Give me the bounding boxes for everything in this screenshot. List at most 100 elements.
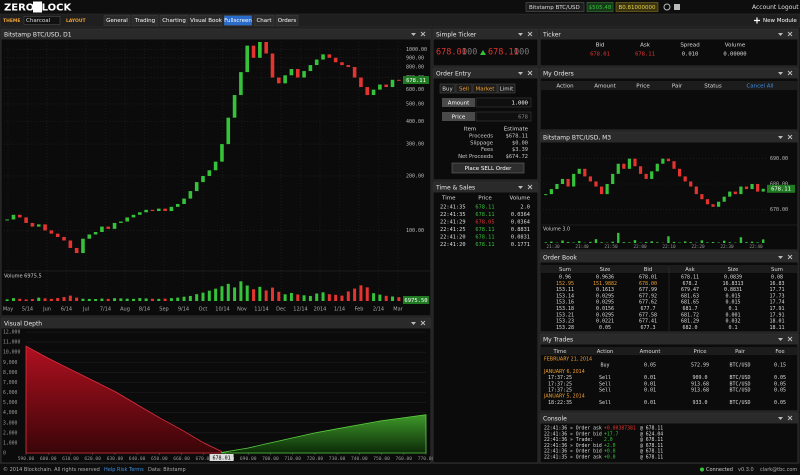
panel-title: Time & Sales: [435, 184, 475, 191]
footer-link[interactable]: Help: [104, 467, 115, 473]
column-header: Sum: [771, 267, 783, 273]
cancel-all[interactable]: Cancel All: [746, 83, 774, 89]
lock-icon[interactable]: [674, 4, 680, 10]
panel-close-icon[interactable]: [787, 134, 793, 140]
x-tick-label: 21:30: [546, 244, 560, 250]
header-link[interactable]: Logout: [778, 4, 799, 11]
order-toggle[interactable]: [455, 83, 473, 94]
panel-menu-icon[interactable]: [778, 417, 783, 420]
console-amount: +0.0: [604, 449, 616, 455]
estimate-value: $674.72: [506, 154, 528, 160]
tab-label[interactable]: Charting: [162, 18, 186, 24]
panel-menu-icon[interactable]: [518, 72, 523, 75]
volume-bar: [340, 295, 344, 301]
candle: [583, 168, 587, 177]
candle: [213, 161, 218, 171]
order-toggle-label[interactable]: Sell: [459, 86, 469, 92]
theme-select-label[interactable]: Charcoal: [26, 18, 51, 24]
data-source: Data: Bitstamp: [148, 467, 186, 473]
amount-input[interactable]: [475, 97, 532, 108]
market-select[interactable]: [525, 2, 585, 12]
panel-menu-icon[interactable]: [518, 33, 523, 36]
volume-bar: [252, 289, 256, 301]
panel-close-icon[interactable]: [787, 415, 793, 421]
panel-close-icon[interactable]: [787, 336, 793, 342]
volume-bar: [628, 242, 631, 243]
trade-cell: 0.05: [774, 375, 786, 381]
order-toggle[interactable]: [497, 83, 516, 94]
panel-menu-icon[interactable]: [518, 186, 523, 189]
market-select-label[interactable]: Bitstamp BTC/USD: [529, 5, 580, 11]
submit-label[interactable]: Place SELL Order: [465, 166, 513, 172]
tab-button[interactable]: [275, 15, 299, 26]
tab-button[interactable]: [189, 15, 223, 26]
panel-close-icon[interactable]: [787, 70, 793, 76]
order-toggle[interactable]: [439, 83, 456, 94]
tab-label[interactable]: Visual Book: [190, 18, 223, 24]
candle: [744, 186, 749, 190]
theme-select[interactable]: [23, 16, 61, 25]
tab-button[interactable]: [103, 15, 131, 26]
panel-header: [1, 318, 431, 329]
candle: [544, 194, 548, 196]
footer-link[interactable]: Risk: [117, 467, 127, 473]
tab-button[interactable]: [253, 15, 275, 26]
settings-icon[interactable]: [663, 3, 671, 11]
panel-menu-icon[interactable]: [411, 33, 416, 36]
volume-bar: [561, 240, 564, 243]
panel-header: [540, 334, 798, 345]
trade-price: 678.05: [475, 220, 494, 226]
tab-button[interactable]: [159, 15, 189, 26]
column-header: Item: [464, 127, 477, 133]
tab-label[interactable]: Trading: [134, 18, 155, 24]
header-link[interactable]: Account: [752, 4, 777, 11]
volume-bar: [359, 285, 363, 301]
panel-menu-icon[interactable]: [411, 322, 416, 325]
volume-label: Volume 6975.5: [4, 274, 42, 280]
trade-date: FEBRUARY 21, 2014: [544, 357, 592, 363]
panel-close-icon[interactable]: [527, 184, 533, 190]
candle: [722, 196, 726, 202]
panel-close-icon[interactable]: [420, 320, 426, 326]
panel-close-icon[interactable]: [527, 31, 533, 37]
volume-bar: [594, 239, 598, 243]
amount-value[interactable]: 1.000: [511, 100, 528, 106]
y-tick-label: 1,000: [3, 440, 18, 446]
new-module[interactable]: New Module: [763, 18, 797, 24]
panel-menu-icon[interactable]: [778, 33, 783, 36]
price-input[interactable]: [475, 111, 532, 122]
panel-menu-icon[interactable]: [778, 136, 783, 139]
price-value[interactable]: 678: [518, 114, 528, 120]
order-toggle[interactable]: [472, 83, 498, 94]
candle: [739, 186, 743, 195]
panel-close-icon[interactable]: [527, 70, 533, 76]
panel-title: Bitstamp BTC/USD, D1: [4, 31, 72, 38]
panel-menu-icon[interactable]: [778, 72, 783, 75]
candle: [756, 184, 760, 192]
footer-link[interactable]: Terms: [128, 467, 144, 473]
volume-bar: [550, 241, 553, 243]
submit-button[interactable]: [451, 162, 525, 174]
candle: [733, 191, 737, 195]
panel-menu-icon[interactable]: [778, 256, 783, 259]
new-module-icon[interactable]: [754, 17, 760, 24]
panel-close-icon[interactable]: [787, 254, 793, 260]
footer: [0, 464, 800, 475]
tab-button[interactable]: [223, 15, 253, 26]
tab-label[interactable]: Fullscreen: [224, 18, 252, 24]
volume-bar: [756, 242, 759, 243]
order-toggle-label[interactable]: Market: [476, 86, 496, 92]
panel-close-icon[interactable]: [420, 31, 426, 37]
trade-cell: 0.15: [774, 363, 786, 369]
console-amount: 2.0: [604, 437, 613, 443]
panel-menu-icon[interactable]: [778, 338, 783, 341]
order-toggle-label[interactable]: Buy: [442, 86, 453, 92]
tab-label[interactable]: Orders: [278, 18, 297, 24]
column-header: Price: [478, 196, 492, 202]
tab-label[interactable]: Chart: [256, 18, 272, 24]
tab-label[interactable]: General: [106, 18, 128, 24]
panel-close-icon[interactable]: [787, 31, 793, 37]
candle: [74, 247, 79, 254]
tab-button[interactable]: [131, 15, 159, 26]
order-toggle-label[interactable]: Limit: [500, 86, 514, 92]
